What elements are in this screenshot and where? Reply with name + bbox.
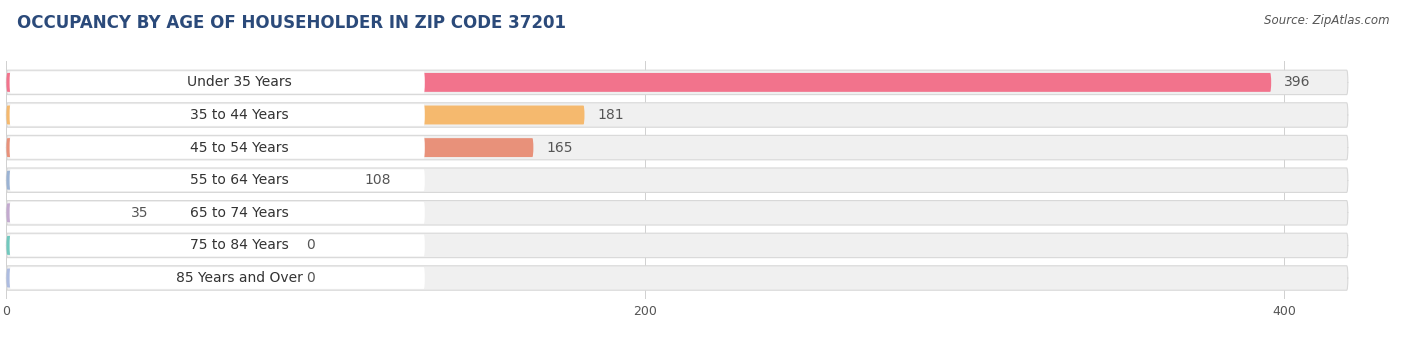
FancyBboxPatch shape [10,71,425,93]
Text: 35: 35 [131,206,149,220]
Text: 55 to 64 Years: 55 to 64 Years [190,173,288,187]
Text: 181: 181 [598,108,624,122]
Text: 85 Years and Over: 85 Years and Over [176,271,302,285]
FancyBboxPatch shape [7,168,1348,192]
FancyBboxPatch shape [7,233,1348,258]
Text: 65 to 74 Years: 65 to 74 Years [190,206,288,220]
Text: Under 35 Years: Under 35 Years [187,75,292,89]
FancyBboxPatch shape [7,105,585,124]
FancyBboxPatch shape [10,169,425,191]
FancyBboxPatch shape [10,137,425,158]
Text: 396: 396 [1284,75,1310,89]
Text: 0: 0 [307,238,315,252]
FancyBboxPatch shape [7,269,294,287]
Text: 45 to 54 Years: 45 to 54 Years [190,141,288,155]
Text: 35 to 44 Years: 35 to 44 Years [190,108,288,122]
FancyBboxPatch shape [7,203,118,222]
FancyBboxPatch shape [7,266,1348,290]
Text: 0: 0 [307,271,315,285]
FancyBboxPatch shape [10,235,425,256]
FancyBboxPatch shape [7,70,1348,95]
FancyBboxPatch shape [7,103,1348,127]
FancyBboxPatch shape [7,201,1348,225]
FancyBboxPatch shape [10,202,425,224]
FancyBboxPatch shape [10,267,425,289]
Text: OCCUPANCY BY AGE OF HOUSEHOLDER IN ZIP CODE 37201: OCCUPANCY BY AGE OF HOUSEHOLDER IN ZIP C… [17,14,565,32]
Text: 108: 108 [364,173,391,187]
FancyBboxPatch shape [7,135,1348,160]
Text: Source: ZipAtlas.com: Source: ZipAtlas.com [1264,14,1389,27]
Text: 75 to 84 Years: 75 to 84 Years [190,238,288,252]
Text: 165: 165 [546,141,572,155]
FancyBboxPatch shape [7,73,1271,92]
FancyBboxPatch shape [7,236,294,255]
FancyBboxPatch shape [7,138,533,157]
FancyBboxPatch shape [7,171,351,190]
FancyBboxPatch shape [10,104,425,126]
